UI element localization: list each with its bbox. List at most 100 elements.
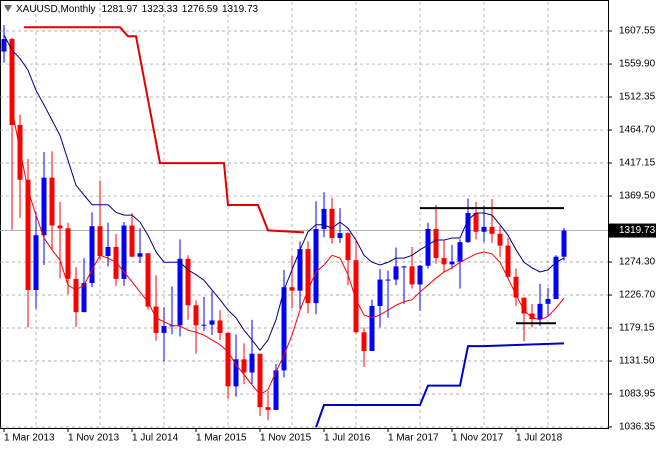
y-tick-label: 1274.30 bbox=[619, 257, 656, 268]
candle-body bbox=[153, 306, 159, 333]
candle-body bbox=[177, 258, 183, 326]
candle-body bbox=[425, 228, 431, 266]
candle-body bbox=[361, 332, 367, 351]
header-low: 1276.59 bbox=[182, 4, 219, 15]
candle-body bbox=[329, 208, 335, 238]
candle-body bbox=[409, 266, 415, 285]
candle-body bbox=[505, 245, 511, 277]
candle-body bbox=[489, 226, 495, 234]
candle-body bbox=[1, 39, 7, 52]
level-line bbox=[24, 26, 305, 234]
candle-body bbox=[465, 213, 471, 243]
candle-body bbox=[289, 287, 295, 291]
candle-body bbox=[33, 235, 39, 290]
candle-body bbox=[41, 177, 47, 236]
moving-average bbox=[11, 109, 565, 396]
candle-body bbox=[105, 246, 111, 257]
candle-body bbox=[201, 324, 207, 326]
candle-body bbox=[73, 278, 79, 313]
candle-body bbox=[209, 320, 215, 325]
candle-body bbox=[537, 303, 543, 320]
header-close: 1319.73 bbox=[222, 4, 259, 15]
header-high: 1323.33 bbox=[142, 4, 179, 15]
y-tick-label: 1131.50 bbox=[619, 356, 655, 367]
y-tick-label: 1179.15 bbox=[619, 323, 655, 334]
y-tick-label: 1417.15 bbox=[619, 158, 656, 169]
candle-body bbox=[249, 353, 255, 373]
plot-frame bbox=[0, 0, 609, 429]
chart-header: XAUUSD,Monthly 1281.97 1323.33 1276.59 1319.… bbox=[16, 4, 259, 15]
candle-body bbox=[513, 276, 519, 298]
header-open: 1281.97 bbox=[101, 4, 138, 15]
candle-body bbox=[313, 228, 319, 304]
price-label-box bbox=[608, 223, 656, 238]
plot bbox=[0, 25, 608, 428]
y-tick-label: 1607.55 bbox=[619, 26, 656, 37]
candle-body bbox=[385, 279, 391, 281]
candle-body bbox=[345, 233, 351, 261]
candle-body bbox=[89, 226, 95, 284]
y-tick-label: 1464.70 bbox=[619, 125, 656, 136]
moving-average bbox=[3, 34, 565, 352]
y-tick-label: 1036.35 bbox=[619, 422, 656, 433]
x-tick-label: 1 Jul 2016 bbox=[324, 433, 371, 444]
level-line bbox=[315, 342, 565, 428]
candle-body bbox=[393, 266, 399, 280]
candle-body bbox=[233, 359, 239, 387]
candle-body bbox=[225, 332, 231, 387]
candle-body bbox=[553, 256, 559, 299]
candle-body bbox=[529, 313, 535, 320]
candle-body bbox=[49, 177, 55, 226]
candle-body bbox=[193, 305, 199, 326]
candle-body bbox=[121, 225, 127, 279]
x-tick-label: 1 Mar 2013 bbox=[4, 433, 55, 444]
x-tick-label: 1 Jul 2018 bbox=[516, 433, 563, 444]
y-tick-label: 1369.50 bbox=[619, 191, 656, 202]
candle-body bbox=[265, 407, 271, 410]
candle-body bbox=[497, 233, 503, 246]
candle-body bbox=[481, 226, 487, 232]
candle-body bbox=[185, 258, 191, 306]
candle-body bbox=[81, 283, 87, 313]
candle-body bbox=[545, 298, 551, 304]
candle-body bbox=[161, 326, 167, 333]
candle-body bbox=[521, 297, 527, 314]
candle-body bbox=[145, 253, 151, 307]
candle-body bbox=[449, 261, 455, 265]
candle-body bbox=[417, 265, 423, 285]
price-label: 1319.73 bbox=[619, 225, 656, 236]
candle-body bbox=[297, 249, 303, 291]
candle-body bbox=[281, 287, 287, 371]
candle-body bbox=[473, 213, 479, 232]
x-tick-label: 1 Mar 2017 bbox=[388, 433, 439, 444]
x-tick-label: 1 Nov 2013 bbox=[68, 433, 120, 444]
candle-body bbox=[369, 305, 375, 351]
x-tick-label: 1 Nov 2015 bbox=[260, 433, 312, 444]
candle-body bbox=[433, 228, 439, 259]
candle-body bbox=[57, 225, 63, 229]
chart-title: XAUUSD,Monthly bbox=[16, 4, 95, 15]
y-tick-label: 1559.90 bbox=[619, 59, 656, 70]
y-tick-label: 1226.70 bbox=[619, 290, 656, 301]
x-tick-label: 1 Jul 2014 bbox=[132, 433, 179, 444]
y-tick-label: 1512.35 bbox=[619, 92, 656, 103]
y-tick-label: 1083.95 bbox=[619, 389, 656, 400]
candle-body bbox=[97, 226, 103, 257]
candle-body bbox=[561, 230, 567, 257]
x-tick-label: 1 Mar 2015 bbox=[196, 433, 247, 444]
candle-body bbox=[65, 228, 71, 279]
candle-body bbox=[217, 320, 223, 333]
candle-body bbox=[129, 225, 135, 257]
candle-body bbox=[353, 260, 359, 333]
candle-body bbox=[273, 370, 279, 410]
candle-body bbox=[321, 208, 327, 229]
candle-body bbox=[337, 233, 343, 238]
candle-body bbox=[137, 253, 143, 257]
candle-body bbox=[441, 258, 447, 265]
header-icon bbox=[4, 5, 12, 12]
candle-body bbox=[241, 359, 247, 373]
x-tick-label: 1 Nov 2017 bbox=[452, 433, 504, 444]
candle-body bbox=[377, 279, 383, 306]
candle-body bbox=[257, 353, 263, 408]
